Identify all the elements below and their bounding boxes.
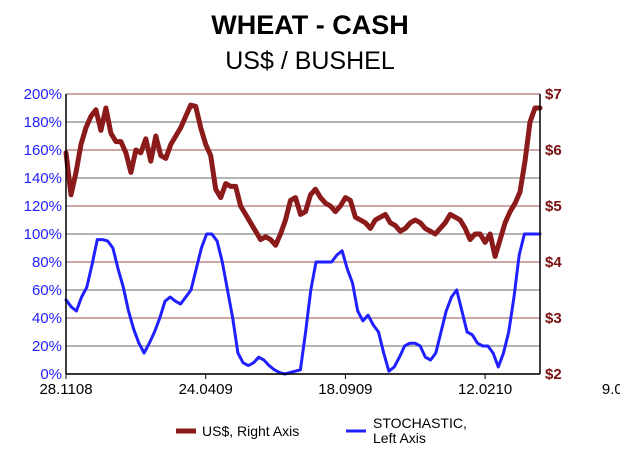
- stochastic-series-line: [64, 232, 542, 376]
- left-tick-label: 0%: [40, 366, 62, 383]
- right-tick-label: $2: [545, 366, 562, 383]
- left-tick-label: 60%: [32, 282, 62, 299]
- chart-subtitle: US$ / BUSHEL: [225, 47, 395, 75]
- x-tick-label: 28.1108: [39, 381, 92, 398]
- x-tick-label: 18.0909: [318, 381, 372, 398]
- left-tick-label: 100%: [24, 226, 62, 243]
- grid-lines: [66, 93, 540, 375]
- right-tick-label: $7: [545, 86, 562, 103]
- x-tick-label: 12.0210: [458, 381, 512, 398]
- left-tick-label: 180%: [24, 114, 62, 131]
- left-tick-label: 80%: [32, 254, 62, 271]
- right-tick-label: $6: [545, 142, 562, 159]
- left-tick-label: 120%: [24, 198, 62, 215]
- right-tick-label: $3: [545, 310, 562, 327]
- series-lines: [63, 102, 543, 376]
- x-axis-ticks: 28.1108 24.0409 18.0909 12.0210 9.0710: [39, 374, 620, 398]
- x-tick-label: 9.0710: [602, 381, 620, 398]
- plot-frame: [65, 94, 541, 375]
- right-axis-ticks: $2 $3 $4 $5 $6 $7: [545, 86, 562, 383]
- right-tick-label: $5: [545, 198, 562, 215]
- left-tick-label: 160%: [24, 142, 62, 159]
- left-tick-label: 40%: [32, 310, 62, 327]
- right-tick-label: $4: [545, 254, 562, 271]
- left-tick-label: 140%: [24, 170, 62, 187]
- chart-title: WHEAT - CASH: [211, 10, 408, 40]
- legend: US$, Right Axis STOCHASTIC, Left Axis: [176, 415, 467, 446]
- x-tick-label: 24.0409: [179, 381, 233, 398]
- legend-label-price: US$, Right Axis: [202, 423, 299, 439]
- left-axis-ticks: 0% 20% 40% 60% 80% 100% 120% 140% 160% 180% 200%: [24, 86, 62, 383]
- price-series-line: [63, 102, 543, 259]
- legend-label-stochastic: STOCHASTIC, Left Axis: [373, 415, 467, 446]
- left-tick-label: 200%: [24, 86, 62, 103]
- left-tick-label: 20%: [32, 338, 62, 355]
